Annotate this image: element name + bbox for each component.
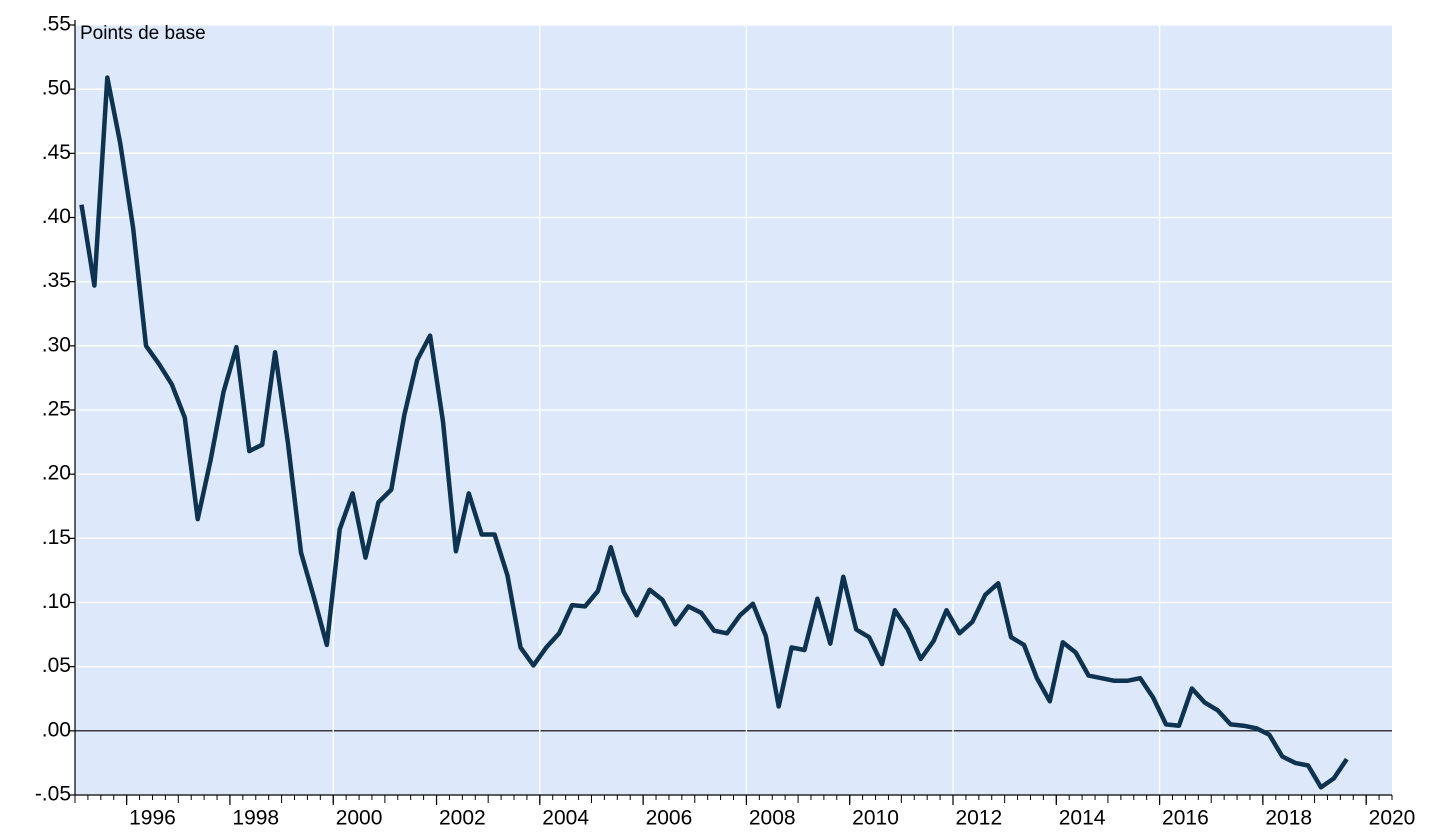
y-tick-label: .30 [42, 333, 71, 356]
y-tick-label: .40 [42, 205, 71, 228]
data-line [79, 75, 1349, 790]
y-tick-label: .05 [42, 654, 71, 677]
y-tick-label: .15 [42, 526, 71, 549]
x-tick-label: 2020 [1369, 807, 1416, 830]
x-tick-label: 2000 [336, 807, 383, 830]
y-tick-label: -.05 [35, 783, 71, 806]
x-tick-label: 1998 [232, 807, 279, 830]
y-tick-label: .25 [42, 398, 71, 421]
y-tick-label: .20 [42, 462, 71, 485]
x-tick-label: 2008 [749, 807, 796, 830]
y-tick-label: .00 [42, 718, 71, 741]
y-tick-label: .10 [42, 590, 71, 613]
x-tick-label: 2010 [852, 807, 899, 830]
x-tick-label: 2014 [1059, 807, 1106, 830]
x-tick-label: 2012 [955, 807, 1002, 830]
y-tick-label: .35 [42, 269, 71, 292]
y-tick-label: .50 [42, 77, 71, 100]
x-tick-label: 2018 [1265, 807, 1312, 830]
x-tick-label: 2002 [439, 807, 486, 830]
annotation: Points de base [80, 23, 206, 44]
x-tick-label: 2004 [542, 807, 589, 830]
y-tick-label: .45 [42, 141, 71, 164]
x-tick-label: 1996 [129, 807, 176, 830]
x-tick-label: 2006 [646, 807, 693, 830]
y-tick-label: .55 [42, 13, 71, 36]
x-tick-label: 2016 [1162, 807, 1209, 830]
